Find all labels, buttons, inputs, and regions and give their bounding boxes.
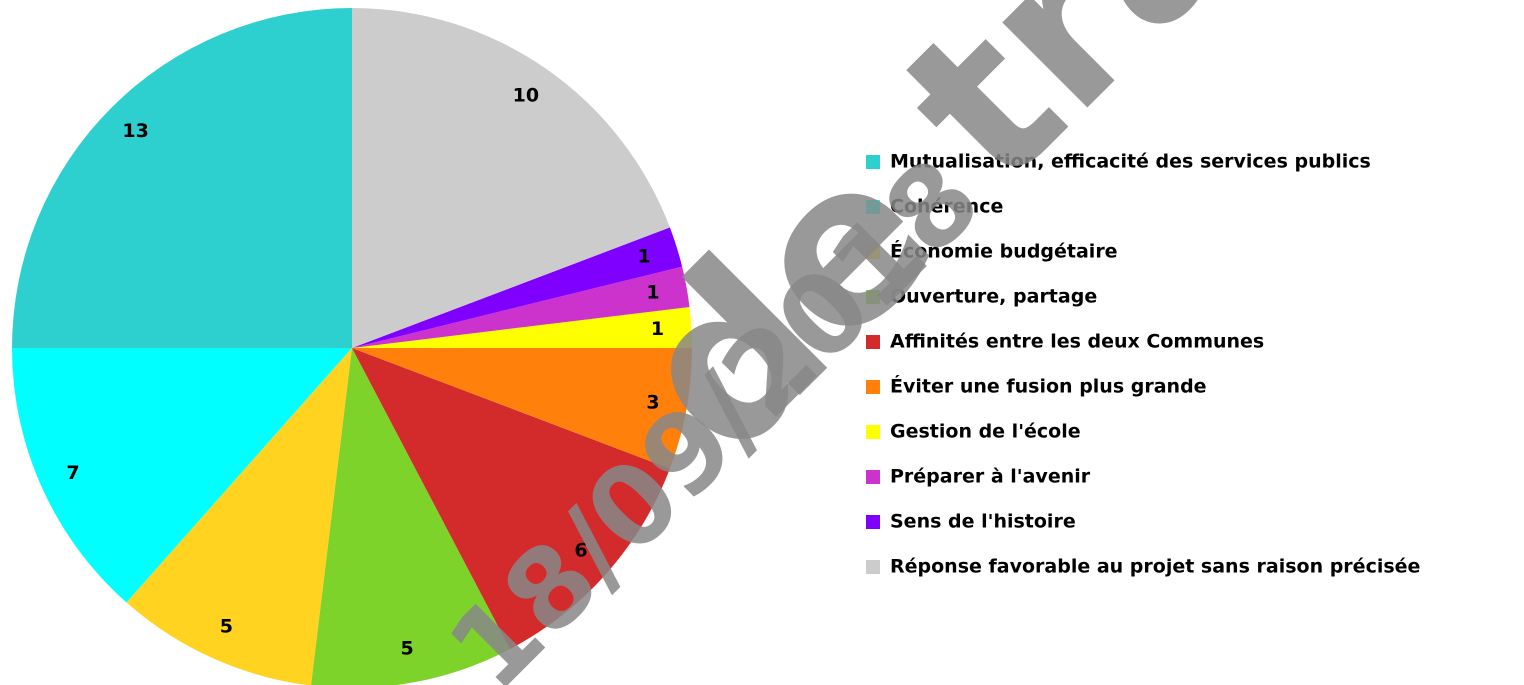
legend-swatch <box>866 425 880 439</box>
legend-swatch <box>866 560 880 574</box>
legend-label: Économie budgétaire <box>890 240 1118 263</box>
pie-slice <box>352 307 692 348</box>
legend-swatch <box>866 470 880 484</box>
data-label: 7 <box>66 462 79 484</box>
pie-slice <box>352 348 670 650</box>
pie-slice <box>352 266 690 348</box>
legend-swatch <box>866 200 880 214</box>
legend-label: Ouverture, partage <box>890 286 1097 308</box>
legend-swatch <box>866 380 880 394</box>
data-label: 6 <box>574 539 587 561</box>
data-label: 1 <box>638 245 651 267</box>
legend-label: Préparer à l'avenir <box>890 466 1091 488</box>
pie-slice <box>352 227 683 348</box>
pie-slice <box>12 8 352 348</box>
legend-label: Gestion de l'école <box>890 421 1081 443</box>
data-label: 3 <box>646 392 659 414</box>
data-label: 10 <box>513 85 539 107</box>
legend-label: Affinités entre les deux Communes <box>890 331 1264 353</box>
pie-slice <box>12 348 352 603</box>
legend-label: Réponse favorable au projet sans raison … <box>890 556 1420 578</box>
legend-swatch <box>866 515 880 529</box>
data-label: 13 <box>122 120 148 142</box>
pie-slice <box>311 348 511 685</box>
legend-swatch <box>866 245 880 259</box>
legend-swatch <box>866 155 880 169</box>
legend-swatch <box>866 335 880 349</box>
legend-label: Éviter une fusion plus grande <box>890 375 1207 398</box>
data-label: 5 <box>401 637 414 659</box>
data-label: 1 <box>646 281 659 303</box>
legend-swatch <box>866 290 880 304</box>
data-label: 5 <box>220 616 233 638</box>
pie-slice <box>352 348 692 469</box>
data-label: 1 <box>651 318 664 340</box>
pie-slice <box>352 8 670 348</box>
legend-label: Cohérence <box>890 196 1003 218</box>
legend-label: Sens de l'histoire <box>890 511 1076 533</box>
pie-slice <box>126 348 352 685</box>
legend-label: Mutualisation, efficacité des services p… <box>890 151 1371 173</box>
